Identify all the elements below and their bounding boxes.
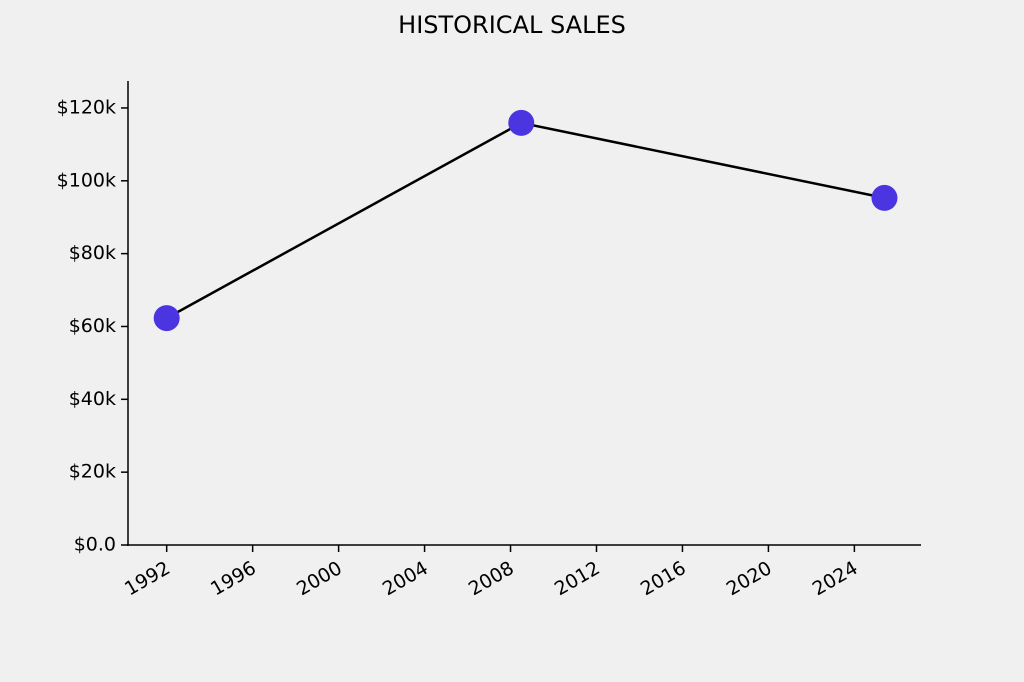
point bbox=[153, 305, 180, 332]
y-tick-label: $0.0 bbox=[74, 534, 116, 556]
y-tick-label: $20k bbox=[69, 461, 116, 483]
y-tick-label: $100k bbox=[57, 169, 116, 191]
point bbox=[508, 109, 535, 136]
y-tick-label: $60k bbox=[69, 315, 116, 337]
y-tick-label: $120k bbox=[57, 96, 116, 118]
point bbox=[871, 184, 898, 211]
y-tick-label: $80k bbox=[69, 242, 116, 264]
chart-title: HISTORICAL SALES bbox=[398, 11, 626, 39]
y-tick-label: $40k bbox=[69, 388, 116, 410]
